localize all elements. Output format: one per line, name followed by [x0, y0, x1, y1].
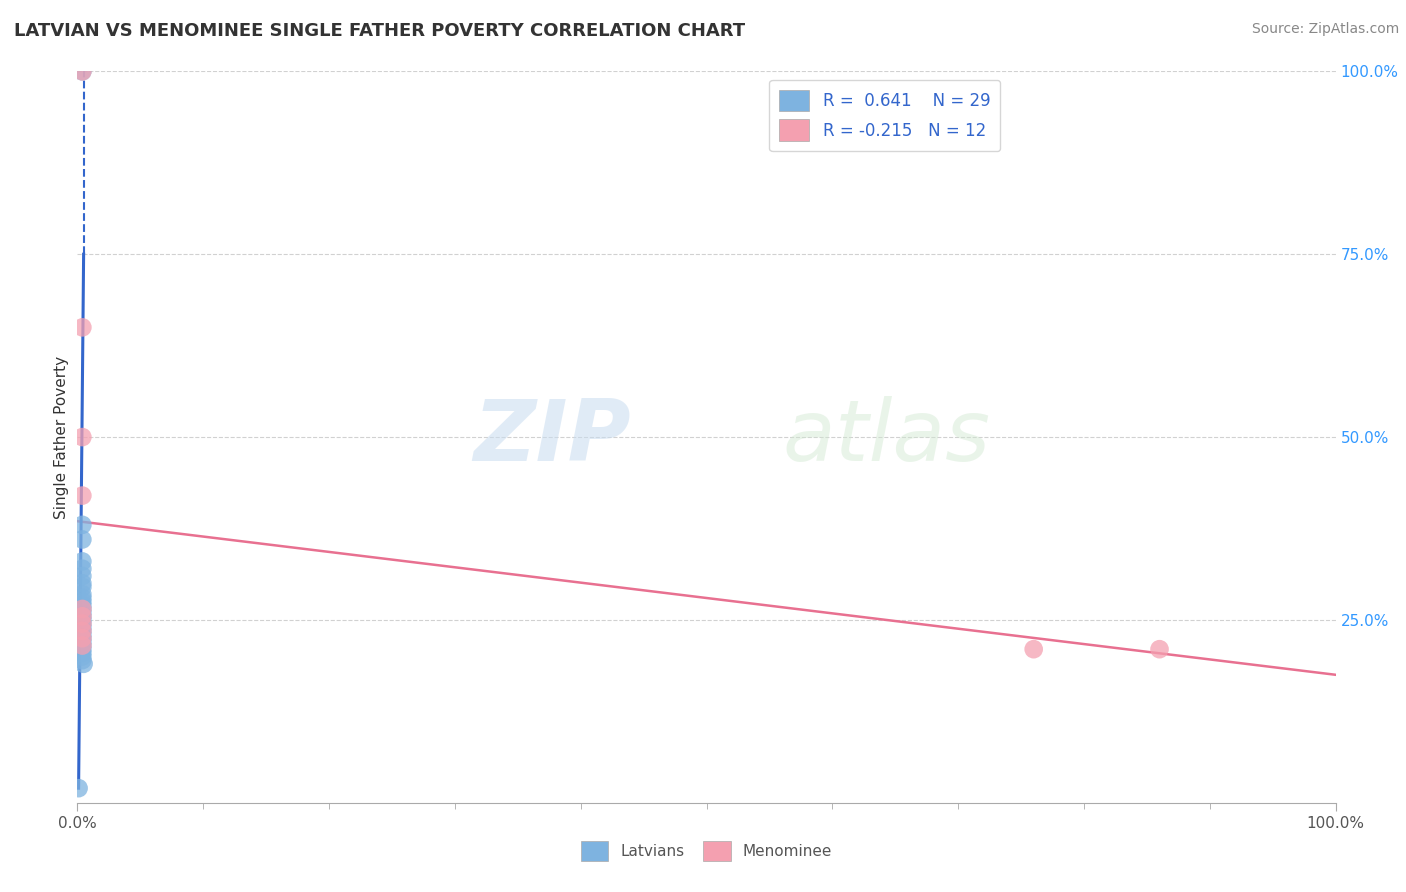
Point [72, 591, 94, 605]
Legend: Latvians, Menominee: Latvians, Menominee [574, 833, 839, 868]
Point [67, 781, 90, 796]
Text: LATVIAN VS MENOMINEE SINGLE FATHER POVERTY CORRELATION CHART: LATVIAN VS MENOMINEE SINGLE FATHER POVER… [14, 22, 745, 40]
Point [72, 533, 94, 547]
Point [72, 627, 94, 641]
Point [72, 609, 94, 624]
Point [72, 562, 94, 576]
Point [72, 657, 94, 671]
Point [72, 576, 94, 591]
Point [72, 646, 94, 660]
Point [72, 489, 94, 503]
Text: ZIP: ZIP [474, 395, 631, 479]
Point [72, 602, 94, 616]
Point [72, 64, 94, 78]
Point [1022, 642, 1045, 657]
Point [72, 639, 94, 653]
Point [72, 606, 94, 620]
Point [72, 599, 94, 613]
Text: atlas: atlas [782, 395, 990, 479]
Point [72, 602, 94, 616]
Y-axis label: Single Father Poverty: Single Father Poverty [53, 356, 69, 518]
Point [72, 613, 94, 627]
Point [72, 642, 94, 657]
Point [72, 569, 94, 583]
Point [1149, 642, 1171, 657]
Point [72, 580, 94, 594]
Text: Source: ZipAtlas.com: Source: ZipAtlas.com [1251, 22, 1399, 37]
Point [72, 320, 94, 334]
Point [72, 653, 94, 667]
Point [72, 624, 94, 638]
Point [72, 620, 94, 634]
Point [72, 430, 94, 444]
Point [72, 616, 94, 631]
Point [72, 632, 94, 646]
Point [72, 609, 94, 624]
Point [72, 632, 94, 646]
Point [72, 517, 94, 532]
Point [72, 639, 94, 653]
Point [72, 624, 94, 638]
Point [72, 594, 94, 608]
Point [72, 635, 94, 649]
Point [72, 587, 94, 601]
Point [72, 616, 94, 631]
Point [72, 64, 94, 78]
Point [72, 649, 94, 664]
Point [72, 554, 94, 568]
